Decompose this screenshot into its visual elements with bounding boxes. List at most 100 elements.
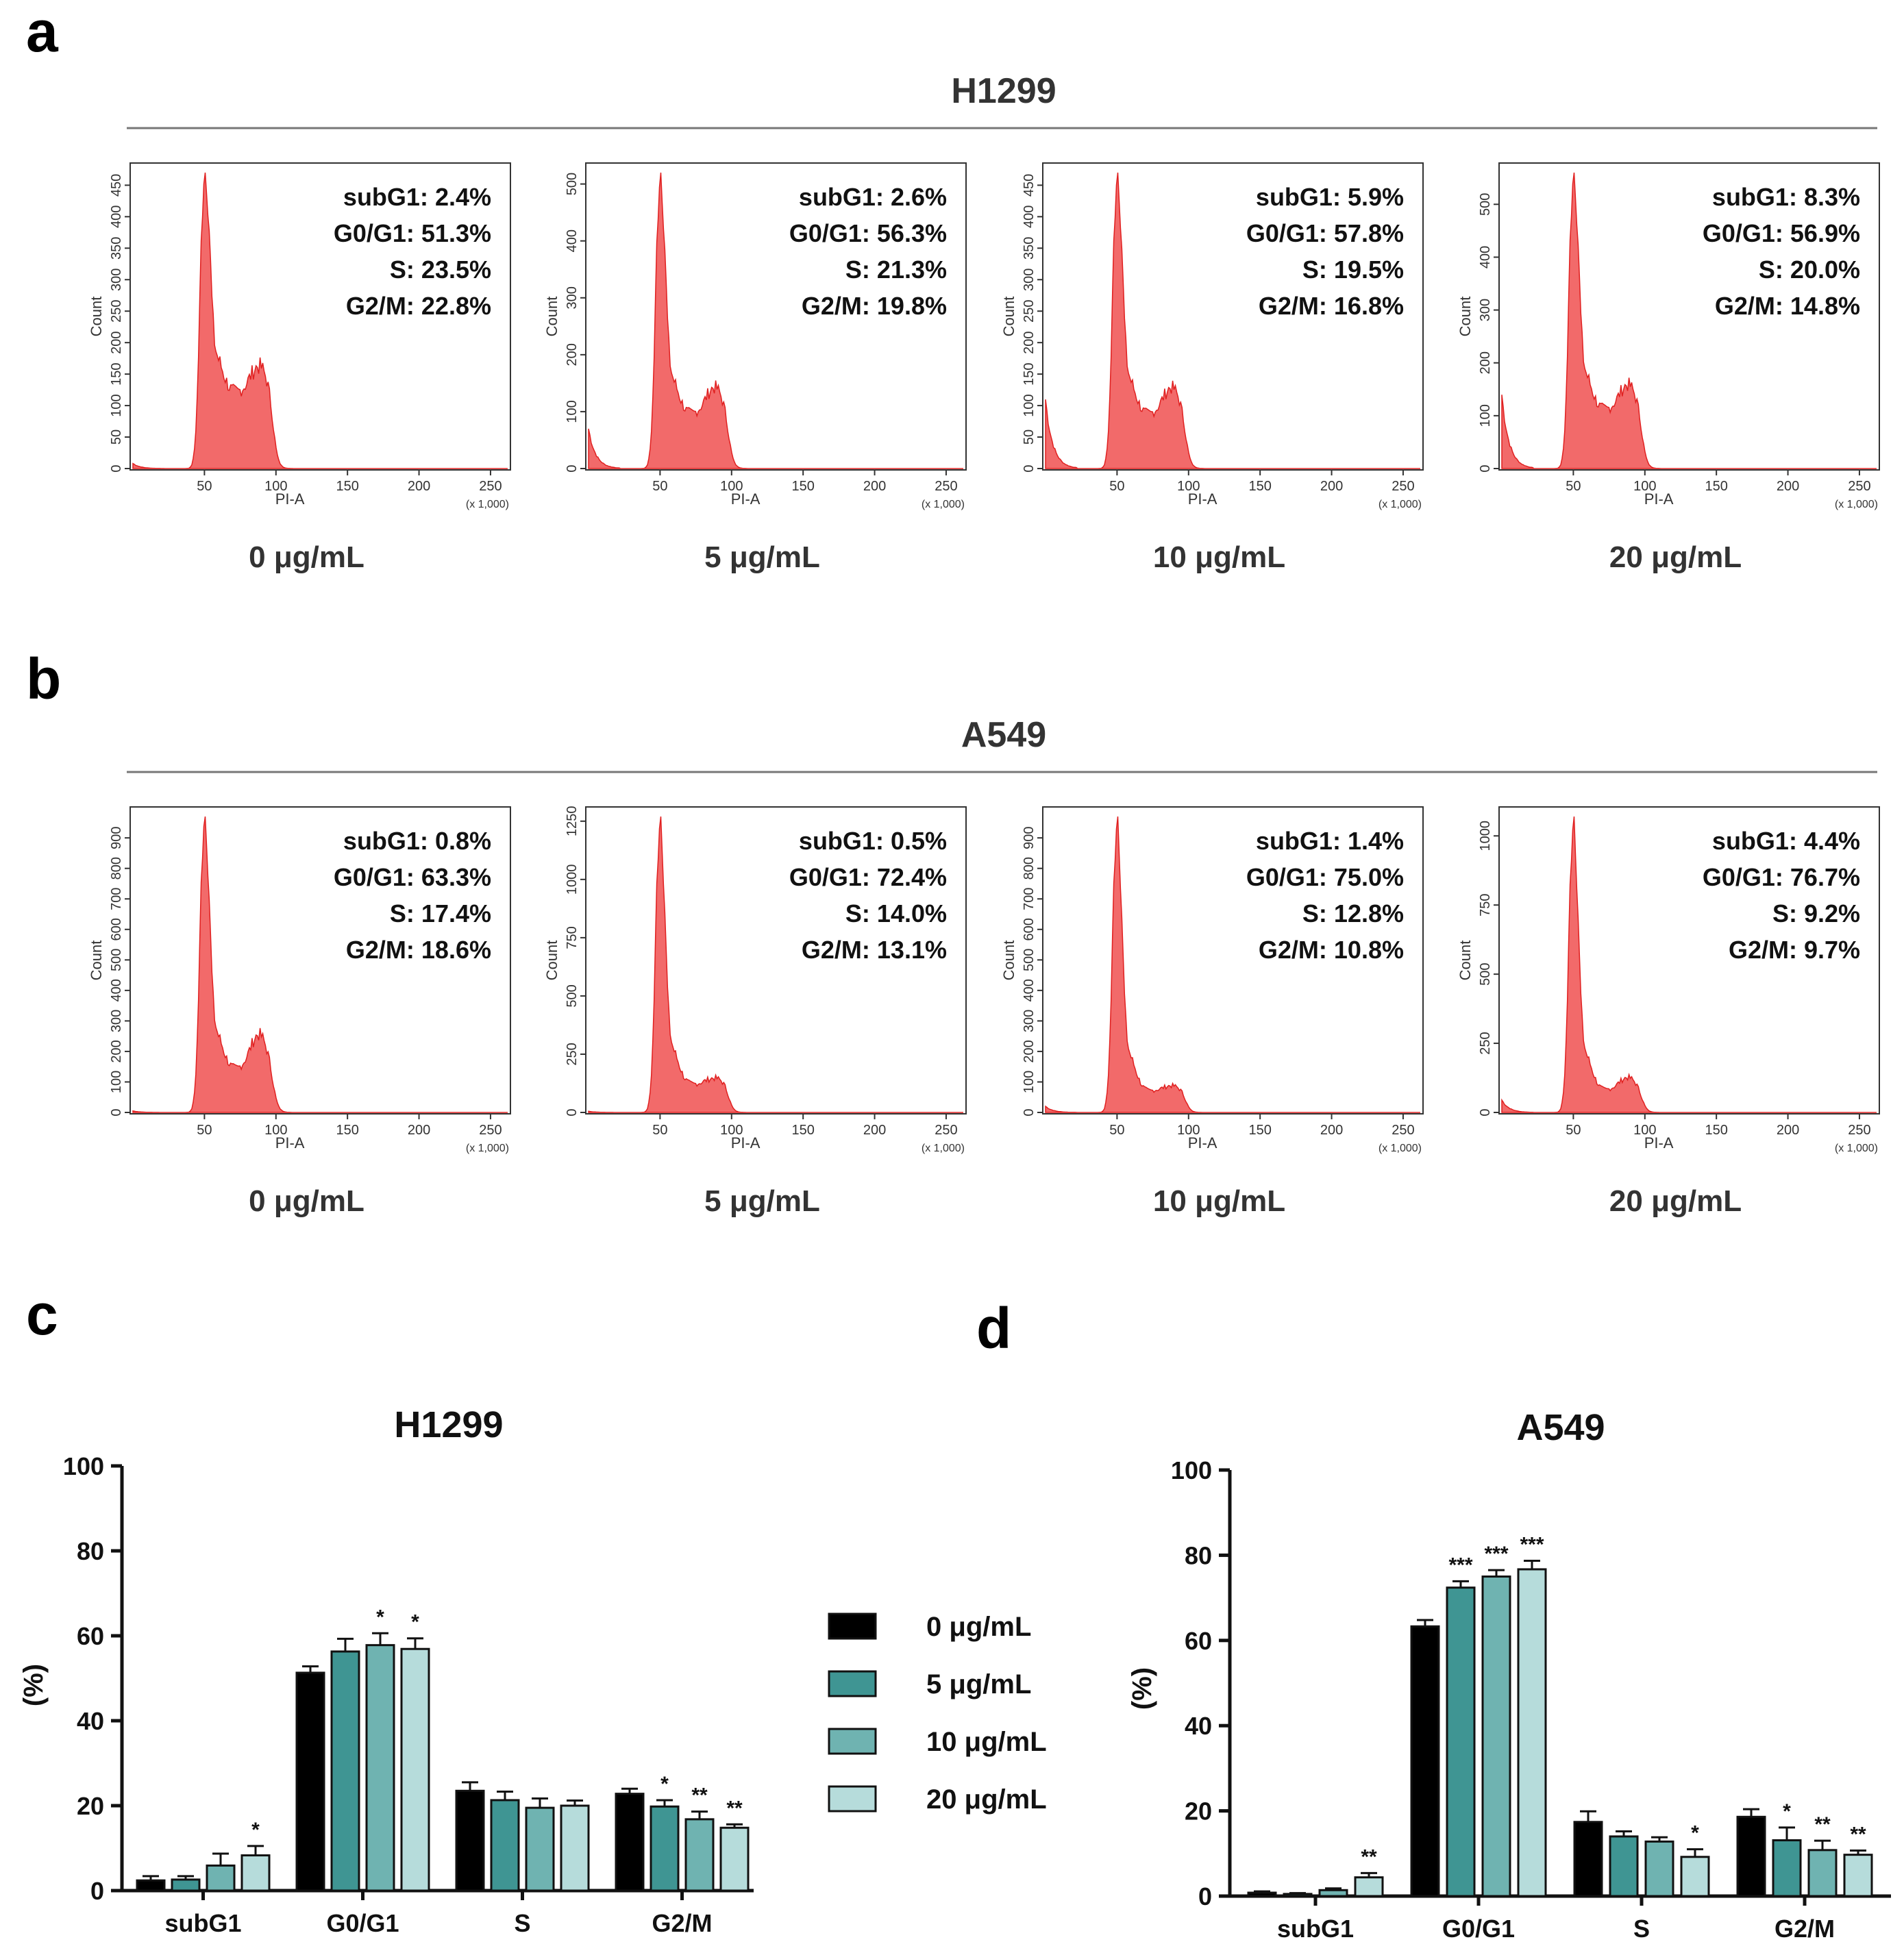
significance-mark: **	[691, 1784, 708, 1807]
phase-stat: G0/G1: 72.4%	[789, 863, 947, 891]
bar-h1299-subg1-1	[171, 1878, 201, 1892]
concentration-label: 20 μg/mL	[1609, 540, 1742, 574]
phase-stat: S: 17.4%	[390, 899, 491, 927]
phase-stat: G0/G1: 76.7%	[1703, 863, 1860, 891]
histogram-row-h1299: 0 50 100 150 200 250 300 350 400 450 50 100 150 200 25…	[88, 162, 1880, 574]
legend-swatch-1	[828, 1670, 877, 1697]
concentration-label: 5 μg/mL	[704, 1184, 820, 1218]
x-axis-label: PI-A	[731, 490, 761, 508]
y-tick-label: 750	[1478, 894, 1493, 917]
y-tick-label: 20	[77, 1792, 104, 1820]
y-tick-label: 300	[1022, 269, 1037, 291]
x-axis-label: PI-A	[1644, 1134, 1674, 1151]
x-tick-label: 200	[1320, 479, 1343, 494]
bar-h1299-g2m-3	[719, 1826, 750, 1892]
y-tick-label: 0	[1478, 1108, 1493, 1116]
panel-label-a: a	[26, 0, 59, 64]
histogram-row-title-a549: A549	[961, 715, 1046, 755]
x-tick-label: 100	[1633, 479, 1656, 494]
y-tick-label: 900	[1022, 826, 1037, 849]
x-tick-label: S	[514, 1909, 530, 1937]
y-tick-label: 600	[1022, 918, 1037, 941]
x-tick-label: 150	[1248, 479, 1271, 494]
y-tick-label: 800	[1022, 857, 1037, 880]
y-tick-label: 300	[109, 269, 124, 291]
phase-stat: subG1: 4.4%	[1712, 827, 1860, 855]
x-scale-note: (x 1,000)	[466, 499, 509, 510]
y-tick-label: 600	[109, 918, 124, 941]
significance-mark: *	[1691, 1822, 1699, 1845]
legend: 0 μg/mL 5 μg/mL 10 μg/mL 20 μg/mL	[828, 1612, 1047, 1815]
y-tick-label: 200	[109, 331, 124, 353]
x-tick-label: 100	[264, 479, 287, 494]
significance-mark: *	[376, 1606, 384, 1628]
phase-stat: G0/G1: 56.3%	[789, 219, 947, 247]
phase-stat: subG1: 2.4%	[343, 183, 491, 211]
y-axis-label: Count	[1457, 297, 1474, 337]
y-tick-label: 1000	[565, 864, 580, 895]
y-tick-label: 150	[1022, 362, 1037, 385]
histogram-fill	[588, 172, 963, 469]
x-tick-label: 250	[935, 479, 957, 494]
concentration-label: 0 μg/mL	[249, 540, 364, 574]
y-tick-label: 50	[109, 429, 124, 445]
significance-mark: *	[1783, 1800, 1791, 1823]
histogram-fill	[1501, 816, 1877, 1113]
x-tick-label: 100	[720, 1123, 743, 1138]
x-tick-label: 100	[720, 479, 743, 494]
bar-h1299-subg1-3	[240, 1854, 271, 1892]
y-tick-label: 400	[109, 206, 124, 228]
plot-frame	[585, 162, 967, 471]
x-scale-note: (x 1,000)	[1835, 1143, 1878, 1154]
x-tick-label: 100	[1177, 1123, 1200, 1138]
x-tick-label: 200	[863, 1123, 886, 1138]
histogram-panel: 0 250 500 750 1000 50 100 150 200 250 PI-A (x 1,000…	[1457, 806, 1880, 1218]
x-axis-label: PI-A	[1188, 1134, 1217, 1151]
phase-stat: S: 20.0%	[1759, 256, 1860, 284]
y-axis-label: Count	[1000, 297, 1017, 337]
bar-h1299-g0g1-2	[365, 1644, 395, 1892]
y-axis-label-h1299: (%)	[18, 1664, 49, 1706]
x-tick-label: 250	[935, 1123, 957, 1138]
x-tick-label: G2/M	[1775, 1915, 1835, 1943]
plot-frame	[1042, 162, 1424, 471]
x-tick-label: 150	[1705, 1123, 1727, 1138]
histogram-fill	[132, 172, 508, 469]
y-tick-label: 500	[1478, 193, 1493, 216]
phase-stat: subG1: 0.5%	[799, 827, 947, 855]
significance-mark: *	[660, 1773, 669, 1795]
x-tick-label: G0/G1	[326, 1909, 399, 1937]
y-tick-label: 0	[90, 1877, 104, 1905]
x-tick-label: S	[1633, 1915, 1650, 1943]
bar-h1299-g2m-0	[615, 1793, 645, 1892]
y-tick-label: 40	[1185, 1712, 1212, 1740]
significance-mark: **	[1361, 1845, 1377, 1868]
x-tick-label: 250	[1848, 1123, 1870, 1138]
bar-h1299-g0g1-0	[295, 1671, 325, 1892]
histogram-fill	[132, 816, 508, 1113]
histogram-panel: 0 100 200 300 400 500 600 700 800 900 50 100 150 200 2…	[1000, 806, 1424, 1218]
y-tick-label: 50	[1022, 429, 1037, 445]
x-tick-label: 250	[479, 479, 502, 494]
y-tick-label: 900	[109, 826, 124, 849]
phase-stat: G2/M: 22.8%	[346, 292, 491, 320]
y-tick-label: 250	[1022, 300, 1037, 323]
y-tick-label: 60	[77, 1622, 104, 1650]
plot-frame	[1042, 806, 1424, 1115]
y-axis-label: Count	[543, 941, 560, 981]
x-axis-label: PI-A	[275, 490, 305, 508]
bar-a549-g0g1-3	[1517, 1568, 1547, 1897]
significance-mark: *	[411, 1611, 419, 1634]
bar-h1299-g2m-1	[650, 1805, 680, 1892]
y-tick-label: 300	[1478, 299, 1493, 321]
y-tick-label: 1000	[1478, 821, 1493, 851]
phase-stat: G2/M: 14.8%	[1715, 292, 1860, 320]
y-tick-label: 450	[109, 174, 124, 197]
y-tick-label: 350	[109, 237, 124, 260]
x-tick-label: 50	[652, 479, 667, 494]
phase-stat: S: 12.8%	[1302, 899, 1404, 927]
y-tick-label: 450	[1022, 174, 1037, 197]
